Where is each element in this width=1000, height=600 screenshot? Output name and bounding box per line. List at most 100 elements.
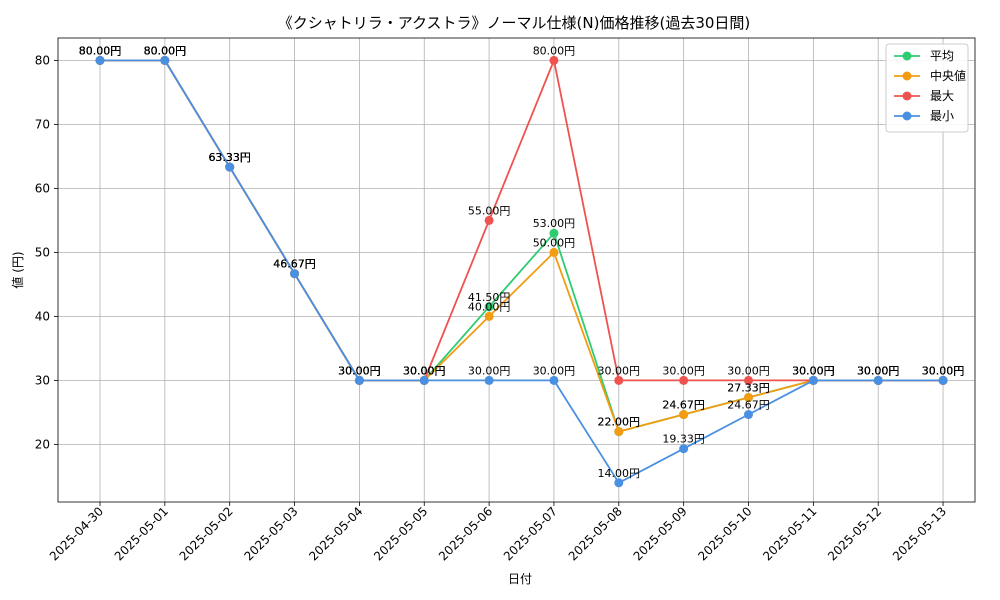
data-point — [484, 311, 494, 321]
grid — [58, 38, 975, 502]
data-label: 63.33円 — [208, 151, 251, 164]
data-label: 30.00円 — [857, 364, 900, 377]
data-point — [225, 162, 235, 172]
legend-marker — [902, 111, 912, 121]
data-label: 46.67円 — [273, 258, 316, 271]
data-label: 46.67円 — [273, 258, 316, 271]
x-axis-label: 日付 — [508, 572, 532, 586]
data-label: 14.00円 — [598, 467, 641, 480]
data-label: 30.00円 — [792, 364, 835, 377]
data-label: 30.00円 — [857, 364, 900, 377]
data-point — [160, 55, 170, 65]
data-label: 19.33円 — [662, 433, 705, 446]
data-label: 80.00円 — [79, 44, 122, 57]
data-point — [873, 375, 883, 385]
data-label: 80.00円 — [144, 44, 187, 57]
x-tick-label: 2025-05-08 — [566, 504, 625, 563]
data-point — [484, 375, 494, 385]
data-label: 41.50円 — [468, 291, 511, 304]
data-point — [679, 375, 689, 385]
series-line-3 — [100, 59, 944, 484]
x-tick-label: 2025-05-04 — [306, 504, 365, 563]
x-tick-label: 2025-05-03 — [241, 504, 300, 563]
data-label: 30.00円 — [792, 364, 835, 377]
data-label: 30.00円 — [338, 364, 381, 377]
data-label: 24.67円 — [662, 399, 705, 412]
data-label: 30.00円 — [922, 364, 965, 377]
data-point — [679, 410, 689, 420]
data-point — [95, 55, 105, 65]
data-label: 80.00円 — [144, 44, 187, 57]
data-label: 30.00円 — [792, 364, 835, 377]
legend-box — [885, 43, 969, 133]
data-label: 30.00円 — [922, 364, 965, 377]
data-point — [354, 375, 364, 385]
data-point — [484, 302, 494, 312]
y-tick-label: 30 — [35, 373, 50, 387]
legend-marker — [902, 51, 912, 61]
data-label: 30.00円 — [403, 364, 446, 377]
x-tick-label: 2025-05-02 — [177, 504, 236, 563]
data-label: 30.00円 — [338, 364, 381, 377]
data-label: 30.00円 — [533, 364, 576, 377]
data-label: 63.33円 — [208, 151, 251, 164]
data-label: 27.33円 — [727, 381, 770, 394]
data-label: 80.00円 — [533, 44, 576, 57]
data-label: 30.00円 — [857, 364, 900, 377]
legend-label: 平均 — [930, 49, 954, 63]
data-label: 80.00円 — [144, 44, 187, 57]
data-label: 80.00円 — [79, 44, 122, 57]
data-label: 24.67円 — [727, 399, 770, 412]
x-tick-label: 2025-05-07 — [501, 504, 560, 563]
data-label: 80.00円 — [79, 44, 122, 57]
y-tick-label: 60 — [35, 181, 50, 195]
x-tick-label: 2025-05-13 — [890, 504, 949, 563]
data-label: 27.33円 — [727, 381, 770, 394]
data-label: 53.00円 — [533, 217, 576, 230]
data-point — [614, 478, 624, 488]
data-point — [549, 375, 559, 385]
x-tick-label: 2025-05-12 — [825, 504, 884, 563]
data-point — [614, 375, 624, 385]
y-tick-label: 70 — [35, 117, 50, 131]
data-point — [419, 375, 429, 385]
y-tick-label: 20 — [35, 437, 50, 451]
data-label: 30.00円 — [662, 364, 705, 377]
series-line-2 — [100, 59, 944, 382]
data-label: 30.00円 — [403, 364, 446, 377]
data-point — [549, 228, 559, 238]
data-label: 50.00円 — [533, 236, 576, 249]
y-tick-label: 40 — [35, 309, 50, 323]
data-label: 30.00円 — [857, 364, 900, 377]
data-label: 30.00円 — [403, 364, 446, 377]
data-label: 30.00円 — [792, 364, 835, 377]
legend-marker — [902, 71, 912, 81]
plot-frame — [57, 37, 976, 503]
data-labels: 80.00円 80.00円 63.33円 46.67円 30.00円 30.00円 41.5… — [79, 44, 965, 479]
data-label: 30.00円 — [598, 364, 641, 377]
x-tick-label: 2025-05-01 — [112, 504, 171, 563]
data-label: 46.67円 — [273, 258, 316, 271]
data-point — [744, 392, 753, 402]
x-tick-label: 2025-05-11 — [760, 504, 819, 563]
data-label: 22.00円 — [598, 416, 641, 429]
data-label: 40.00円 — [468, 300, 511, 313]
data-label: 24.67円 — [662, 399, 705, 412]
chart-title: 《クシャトリラ・アクストラ》ノーマル仕様(N)価格推移(過去30日間) — [278, 14, 751, 32]
legend-marker — [902, 91, 912, 101]
data-label: 30.00円 — [727, 364, 770, 377]
data-point — [290, 269, 300, 279]
legend-label: 最大 — [930, 89, 954, 103]
data-label: 80.00円 — [79, 44, 122, 57]
y-tick-label: 50 — [35, 245, 50, 259]
x-tick-label: 2025-05-10 — [695, 504, 754, 563]
data-label: 30.00円 — [338, 364, 381, 377]
x-tick-label: 2025-05-06 — [436, 504, 495, 563]
data-label: 30.00円 — [922, 364, 965, 377]
x-tick-label: 2025-04-30 — [47, 504, 106, 563]
data-point — [938, 375, 948, 385]
data-label: 63.33円 — [208, 151, 251, 164]
x-tick-label: 2025-05-05 — [371, 504, 430, 563]
